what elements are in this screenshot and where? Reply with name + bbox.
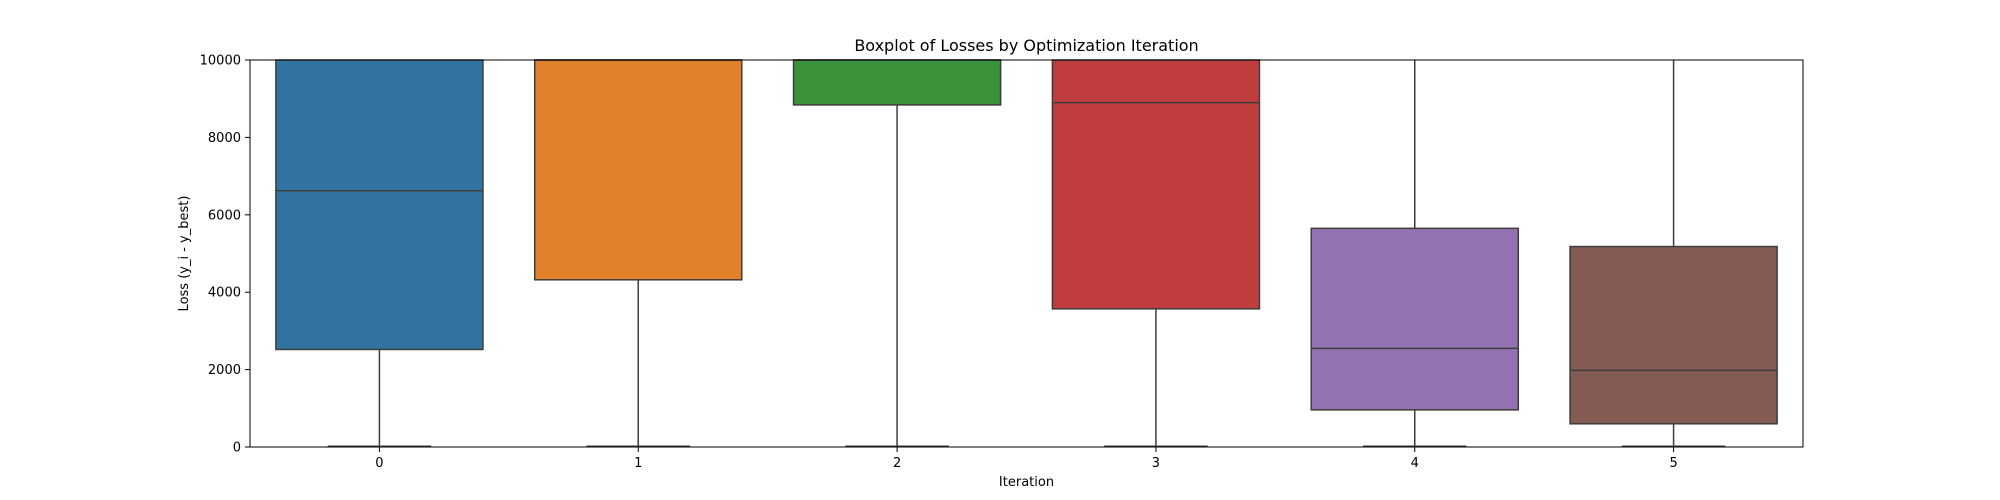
- y-axis-label: Loss (y_i - y_best): [177, 196, 192, 312]
- x-tick-label: 2: [893, 456, 901, 471]
- box-group-5: [1569, 60, 1778, 448]
- x-tick-label: 4: [1411, 456, 1419, 471]
- boxes-layer: [275, 59, 1778, 448]
- chart-title: Boxplot of Losses by Optimization Iterat…: [854, 36, 1198, 55]
- box-group-3: [1051, 59, 1261, 448]
- x-ticks-layer: 0 1 2 3 4 5: [375, 447, 1678, 471]
- plot-frame: [249, 59, 1804, 448]
- y-tick-label: 2000: [208, 363, 241, 378]
- box-group-4: [1310, 60, 1520, 448]
- box-group-2: [792, 59, 1002, 448]
- x-tick-label: 5: [1669, 456, 1677, 471]
- x-axis-label: Iteration: [999, 475, 1054, 490]
- y-tick-label: 4000: [208, 286, 241, 301]
- box-2: [792, 59, 1002, 106]
- box-4: [1310, 227, 1520, 411]
- box-group-1: [533, 59, 743, 448]
- y-tick-label: 10000: [200, 54, 241, 69]
- y-ticks-layer: 0 2000 4000 6000 8000 10000: [200, 54, 250, 456]
- y-tick-label: 8000: [208, 131, 241, 146]
- y-tick-label: 6000: [208, 208, 241, 223]
- box-1: [533, 59, 743, 281]
- box-3: [1051, 59, 1261, 310]
- x-tick-label: 1: [634, 456, 642, 471]
- box-0: [275, 59, 484, 351]
- box-5: [1569, 245, 1778, 425]
- y-tick-label: 0: [233, 441, 241, 456]
- x-tick-label: 0: [375, 456, 383, 471]
- x-tick-label: 3: [1152, 456, 1160, 471]
- box-group-0: [275, 59, 484, 448]
